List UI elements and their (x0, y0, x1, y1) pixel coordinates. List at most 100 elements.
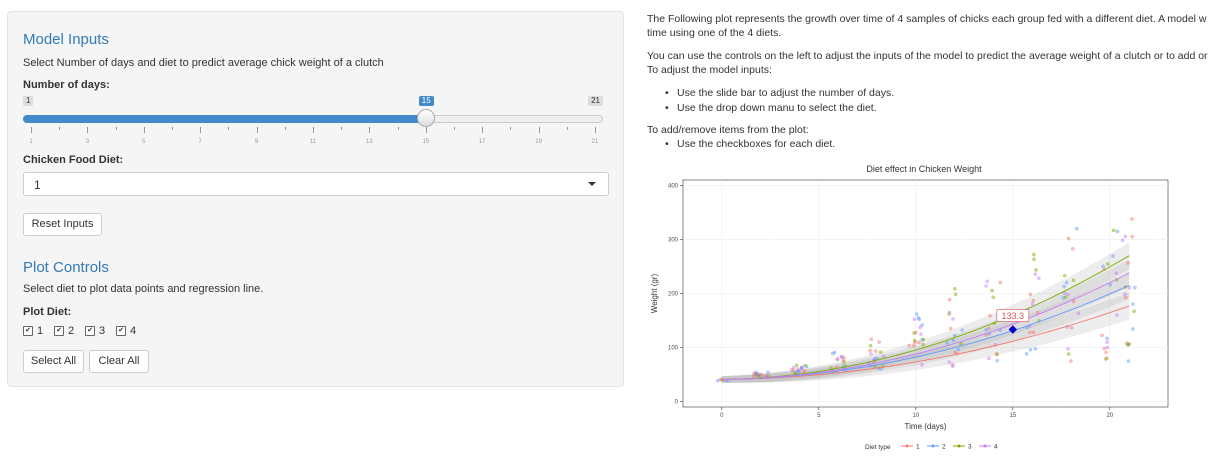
data-point-diet-4 (984, 284, 988, 288)
data-point-diet-4 (1114, 313, 1119, 317)
data-point-diet-1 (718, 377, 723, 382)
data-point-diet-2 (1101, 264, 1105, 269)
intro-text-line-1: The Following plot represents the growth… (647, 13, 1207, 25)
reset-inputs-button[interactable]: Reset Inputs (23, 213, 102, 236)
clear-all-button[interactable]: Clear All (89, 350, 149, 373)
data-point-diet-1 (987, 326, 991, 330)
slider-tick (228, 127, 230, 130)
addremove-list: Use the checkboxes for each diet. (665, 137, 835, 152)
data-point-diet-1 (868, 348, 872, 353)
slider-tick (425, 127, 427, 133)
data-point-diet-1 (988, 313, 992, 318)
data-point-diet-3 (1062, 273, 1067, 278)
data-point-diet-3 (1105, 262, 1110, 266)
data-point-diet-4 (919, 332, 923, 336)
diet-checkbox-1[interactable]: ✔ 1 (23, 325, 43, 337)
chevron-down-icon (588, 182, 596, 186)
checkbox-check-icon[interactable]: ✔ (23, 326, 33, 337)
data-point-diet-3 (1132, 309, 1136, 314)
diet-checkbox-2[interactable]: ✔ 2 (54, 325, 74, 337)
data-point-diet-2 (1111, 254, 1115, 258)
data-point-diet-1 (917, 340, 921, 345)
data-point-diet-1 (998, 280, 1003, 285)
data-point-diet-4 (1123, 292, 1127, 296)
data-point-diet-1 (1130, 234, 1134, 239)
data-point-diet-4 (1066, 347, 1070, 351)
data-point-diet-3 (990, 288, 994, 293)
slider-tick-label: 1 (29, 139, 33, 145)
x-axis-label: Time (days) (905, 422, 947, 431)
data-point-diet-4 (947, 360, 952, 364)
y-tick-label: 0 (675, 400, 679, 406)
slider-tick (538, 127, 540, 133)
checkbox-check-icon[interactable]: ✔ (54, 326, 64, 337)
data-point-diet-3 (991, 295, 996, 299)
y-tick-label: 400 (668, 183, 679, 189)
diet-select[interactable]: 1 (23, 172, 609, 196)
data-point-diet-1 (1070, 247, 1075, 251)
data-point-diet-3 (921, 337, 926, 342)
sidebar-panel: Model Inputs Select Number of days and d… (7, 11, 624, 387)
data-point-diet-1 (947, 297, 952, 302)
slider-tick-label: 7 (198, 139, 202, 145)
data-point-diet-4 (951, 317, 955, 321)
data-point-diet-1 (841, 358, 846, 363)
data-point-diet-2 (766, 370, 770, 374)
data-point-diet-3 (1126, 342, 1131, 347)
data-point-diet-2 (1131, 302, 1135, 306)
diet-checkbox-3[interactable]: ✔ 3 (85, 325, 105, 337)
data-point-diet-4 (1105, 340, 1109, 345)
slider-tick (172, 127, 173, 130)
regression-line-diet-1 (721, 305, 1130, 380)
data-point-diet-2 (956, 347, 961, 352)
days-slider[interactable]: 1 21 15 1 3 5 7 9 11 13 15 17 19 21 (23, 96, 603, 156)
list-item: Use the drop down manu to select the die… (665, 101, 894, 116)
data-point-diet-3 (1032, 257, 1036, 262)
slider-handle[interactable] (416, 109, 435, 127)
slider-tick-label: 11 (309, 139, 317, 145)
data-point-diet-1 (1069, 325, 1074, 330)
diet-weight-chart: Diet effect in Chicken Weight 0 5 10 15 2001… (650, 164, 1169, 451)
data-point-diet-3 (878, 350, 883, 354)
slider-tick (454, 127, 455, 130)
data-point-diet-1 (1104, 350, 1108, 355)
slider-tick-label: 9 (254, 139, 259, 145)
data-point-diet-4 (1066, 292, 1070, 297)
data-point-diet-1 (912, 343, 916, 348)
data-point-diet-1 (873, 349, 878, 353)
data-point-diet-2 (960, 328, 965, 332)
y-tick-label: 300 (668, 237, 679, 243)
data-point-diet-1 (759, 373, 764, 377)
data-point-diet-2 (1024, 352, 1029, 356)
checkbox-check-icon[interactable]: ✔ (116, 326, 126, 337)
confidence-band-diet-4 (721, 259, 1130, 383)
data-point-diet-4 (799, 365, 804, 370)
select-all-button[interactable]: Select All (23, 350, 84, 373)
slider-tick (313, 127, 314, 133)
list-item: Use the slide bar to adjust the number o… (665, 86, 894, 101)
data-point-diet-2 (795, 370, 799, 374)
days-label: Number of days: (23, 79, 110, 91)
legend-key-point (931, 444, 935, 448)
y-axis-label: Weight (gr) (650, 273, 659, 313)
data-point-diet-4 (1123, 234, 1128, 239)
data-point-diet-2 (920, 323, 925, 327)
list-item: Use the checkboxes for each diet. (665, 137, 835, 152)
checkbox-check-icon[interactable]: ✔ (85, 326, 95, 337)
confidence-band-diet-1 (721, 292, 1130, 383)
data-point-diet-4 (1127, 285, 1132, 290)
data-point-diet-3 (868, 343, 873, 348)
model-inputs-description: Select Number of days and diet to predic… (23, 57, 384, 69)
slider-tick-label: 21 (591, 139, 599, 145)
data-point-diet-3 (1034, 268, 1038, 272)
regression-line-diet-4 (721, 272, 1130, 380)
slider-tick (200, 127, 202, 133)
data-point-diet-4 (869, 352, 873, 356)
slider-tick (595, 127, 596, 133)
main-panel: The Following plot represents the growth… (647, 0, 1208, 462)
data-point-diet-2 (1105, 336, 1109, 341)
diet-checkbox-4[interactable]: ✔ 4 (116, 325, 136, 337)
data-point-diet-1 (1124, 295, 1128, 300)
x-tick-label: 10 (912, 413, 919, 419)
slider-tick (510, 127, 512, 130)
